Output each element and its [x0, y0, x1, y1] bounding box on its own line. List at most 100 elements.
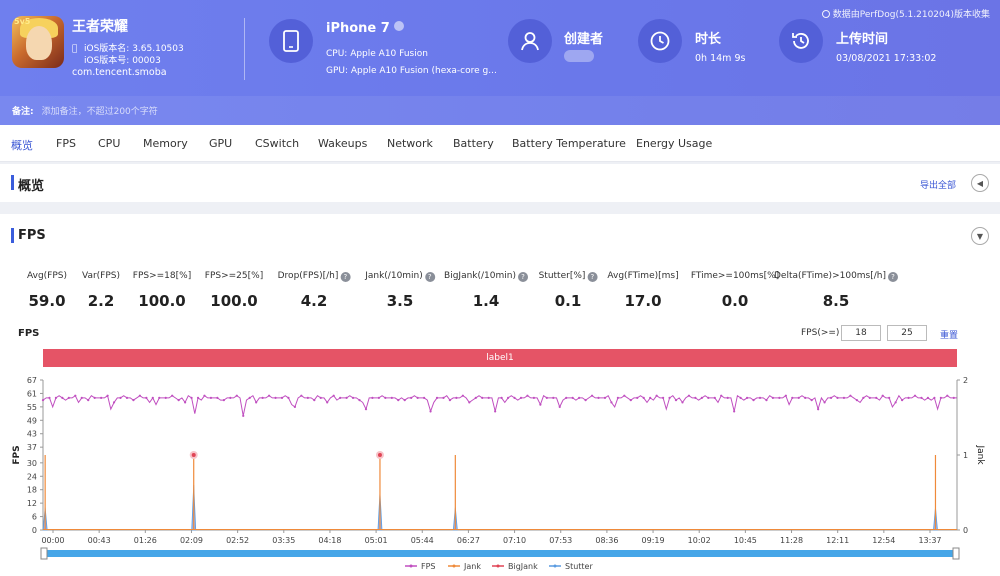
fps-point — [875, 396, 878, 400]
fps-point — [519, 396, 523, 400]
fps-point — [552, 396, 555, 400]
fps-point — [590, 394, 594, 397]
fps-accent — [11, 228, 14, 243]
x-tick-label: 10:02 — [688, 536, 711, 545]
help-icon[interactable]: ? — [888, 272, 899, 282]
overview-accent — [11, 175, 14, 190]
fps-point — [545, 396, 548, 400]
fps-point — [468, 401, 471, 404]
stat-value: 3.5 — [386, 292, 414, 310]
reset-link[interactable]: 重置 — [940, 331, 959, 341]
device-name: iPhone 7 — [326, 21, 404, 36]
tab-overview[interactable]: 概览 — [11, 139, 33, 152]
fps-point — [739, 396, 742, 400]
x-tick-label: 02:09 — [180, 536, 203, 545]
collapse-left-icon[interactable]: ◀ — [971, 174, 989, 192]
fps-point — [61, 396, 64, 400]
tab-gpu[interactable]: GPU — [209, 137, 233, 150]
help-icon[interactable]: ? — [424, 272, 435, 282]
threshold-input-1[interactable]: 18 — [841, 325, 881, 341]
fps-point — [184, 401, 187, 404]
fps-point — [80, 396, 83, 400]
fps-point — [274, 396, 277, 400]
stat-label: Avg(FPS) — [26, 271, 68, 281]
tab-cpu[interactable]: CPU — [98, 137, 121, 150]
tab-cswitch[interactable]: CSwitch — [255, 137, 300, 150]
fps-point — [765, 399, 768, 402]
y-tick-label: 12 — [27, 499, 37, 508]
label-bar[interactable]: label1 — [43, 349, 957, 367]
fps-point — [952, 396, 955, 400]
tab-wakeups[interactable]: Wakeups — [318, 137, 368, 150]
fps-point — [313, 399, 316, 402]
tab-network[interactable]: Network — [387, 137, 433, 150]
scrollbar-handle-left[interactable] — [40, 547, 48, 560]
fps-point — [423, 396, 426, 400]
fps-line — [42, 394, 957, 416]
fps-point — [481, 396, 484, 400]
tab-battery[interactable]: Battery — [453, 137, 494, 150]
y-tick-label: 6 — [32, 513, 37, 522]
legend-label: BigJank — [508, 562, 538, 571]
stat-label: Avg(FTime)[ms] — [607, 271, 679, 281]
tab-memory[interactable]: Memory — [143, 137, 188, 150]
cpu-info: CPU: Apple A10 Fusion — [326, 49, 428, 59]
x-tick-label: 10:45 — [734, 536, 757, 545]
fps-card: FPS ▼ Avg(FPS) 59.0 Var(FPS) 2.2 FPS>=18[%] 1… — [0, 214, 1000, 576]
x-tick-label: 05:01 — [365, 536, 388, 545]
tab-fps[interactable]: FPS — [56, 137, 76, 150]
bigjank-marker — [377, 453, 382, 457]
chart-scrollbar[interactable] — [43, 550, 957, 557]
fps-point — [416, 396, 419, 400]
collapse-down-icon[interactable]: ▼ — [971, 227, 989, 245]
fps-point — [881, 394, 884, 397]
tab-energy-usage[interactable]: Energy Usage — [636, 137, 713, 150]
note-placeholder[interactable]: 添加备注，不超过200个字符 — [41, 107, 158, 117]
y-tick-label: 49 — [27, 416, 37, 425]
stat-label: Delta(FTime)>100ms[/h]? — [774, 271, 899, 282]
fps-point — [720, 394, 723, 397]
y-tick-label: 18 — [27, 486, 37, 495]
help-icon[interactable]: ? — [340, 272, 351, 282]
fps-point — [823, 401, 826, 404]
x-tick-label: 01:26 — [134, 536, 157, 545]
fps-point — [513, 396, 516, 400]
help-icon[interactable]: ? — [587, 272, 598, 282]
y-axis-title: FPS — [12, 445, 22, 464]
help-icon[interactable]: ? — [517, 272, 528, 282]
fps-point — [280, 396, 284, 400]
fps-point — [888, 396, 891, 400]
scrollbar-handle-right[interactable] — [952, 547, 960, 560]
y2-axis-title: Jank — [975, 444, 985, 465]
x-tick-label: 09:19 — [642, 536, 665, 545]
note-area[interactable]: 备注: 添加备注，不超过200个字符 — [12, 104, 158, 117]
fps-point — [539, 403, 542, 406]
fps-point — [913, 394, 917, 397]
creator-label: 创建者 — [564, 32, 604, 47]
tab-battery-temperature[interactable]: Battery Temperature — [512, 137, 626, 150]
y-tick-label: 0 — [32, 526, 37, 535]
fps-point — [158, 396, 161, 400]
stat-label: FPS>=18[%] — [132, 271, 192, 281]
info-icon[interactable] — [393, 21, 404, 31]
fps-point — [293, 405, 297, 408]
clock-icon — [638, 19, 682, 63]
fps-point — [364, 408, 368, 411]
fps-point — [661, 396, 665, 400]
fps-point — [733, 410, 736, 413]
x-tick-label: 12:11 — [826, 536, 849, 545]
fps-point — [222, 399, 225, 402]
fps-point — [687, 394, 691, 397]
duration-label: 时长 — [695, 32, 722, 47]
threshold-input-2[interactable]: 25 — [887, 325, 927, 341]
fps-point — [920, 396, 923, 400]
header-divider — [244, 18, 245, 80]
y-tick-label: 43 — [27, 430, 37, 439]
fps-point — [616, 396, 619, 400]
fps-point — [771, 396, 775, 400]
export-all-link[interactable]: 导出全部 — [920, 181, 957, 191]
stat-value: 100.0 — [210, 292, 258, 310]
stat-value: 59.0 — [28, 292, 66, 310]
fps-point — [397, 399, 400, 402]
stat-label: Var(FPS) — [81, 271, 121, 281]
